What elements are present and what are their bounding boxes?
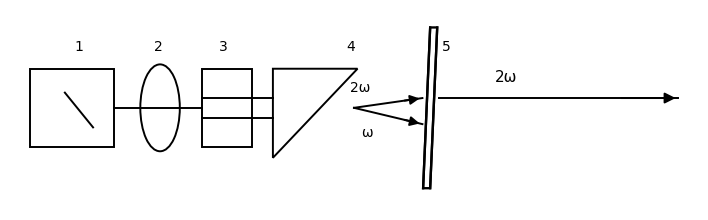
Text: 2ω: 2ω <box>350 81 371 95</box>
Text: 2: 2 <box>154 40 162 53</box>
Text: 1: 1 <box>74 40 84 53</box>
Text: 2ω: 2ω <box>495 70 518 85</box>
Text: 4: 4 <box>346 40 355 53</box>
Text: 5: 5 <box>442 40 451 53</box>
Text: 3: 3 <box>219 40 228 53</box>
Text: ω: ω <box>361 126 372 140</box>
